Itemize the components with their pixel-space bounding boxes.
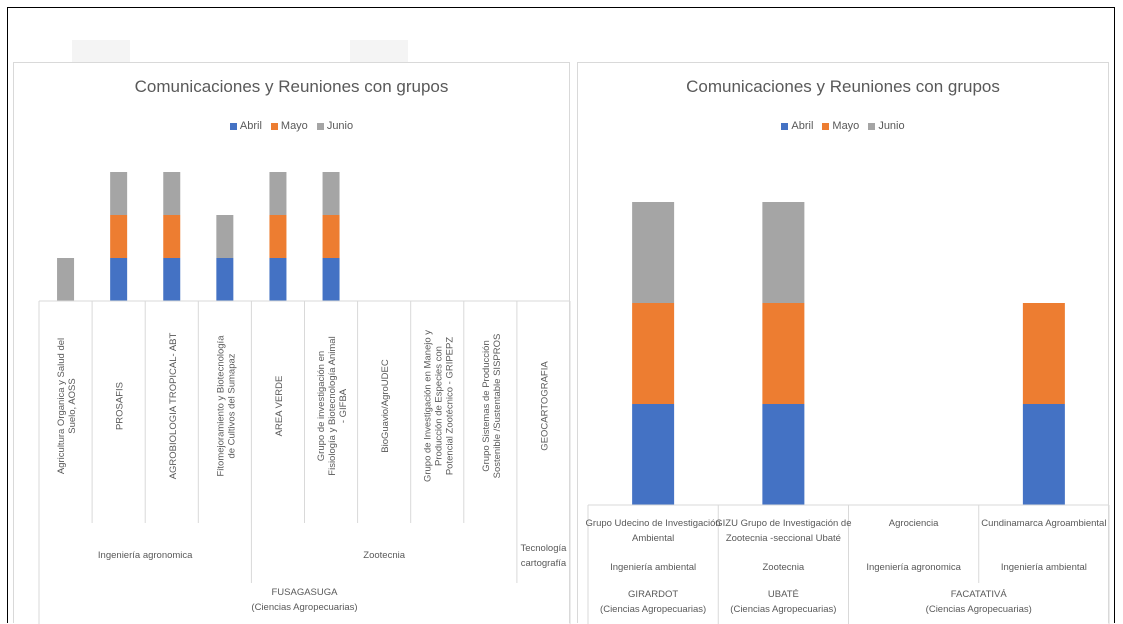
category-label: Fitomejoramiento y Biotecnologíade Culti… (215, 335, 237, 477)
site-label: UBATÉ (Ciencias Agropecuarias) (730, 589, 836, 615)
program-label: Tecnología cartografía (520, 543, 567, 569)
legend-item-abril: Abril (229, 120, 262, 132)
chart-tab-placeholder (350, 40, 408, 62)
category-label: Cundinamarca Agroambiental (981, 518, 1106, 529)
site-label: FUSAGASUGA (Ciencias Agropecuarias) (251, 587, 357, 613)
bar-abril (762, 404, 805, 505)
category-label: Grupo de Investigación en Manejo yProduc… (422, 330, 455, 482)
legend-item-mayo: Mayo (822, 120, 859, 132)
category-label: BioGuavio/AgroUDEC (380, 359, 391, 453)
bar-abril (269, 258, 287, 301)
site-label: FACATATIVÁ (Ciencias Agropecuarias) (926, 589, 1032, 615)
category-label: GIZU Grupo de Investigación de Zootecnia … (715, 518, 851, 544)
category-label: GEOCARTOGRAFIA (539, 361, 550, 451)
legend-item-junio: Junio (868, 120, 905, 132)
legend-swatch-abril (781, 122, 789, 130)
program-label: Ingeniería agronomica (98, 550, 193, 561)
chart-plot-left: Agricultura Organica y Salud delSuelo, A… (38, 172, 571, 624)
chart-panel-right[interactable]: Comunicaciones y Reuniones con grupos Ab… (577, 62, 1110, 624)
bar-mayo (1022, 303, 1065, 404)
chart-plot-right: Grupo Udecino de Investigación AmbientalG… (586, 202, 1110, 624)
legend-item-abril: Abril (781, 120, 813, 132)
bar-junio (216, 215, 234, 258)
category-label: Agrociencia (889, 518, 939, 529)
legend-label: Mayo (832, 120, 860, 132)
bar-mayo (163, 215, 181, 258)
legend-label: Junio (326, 120, 354, 132)
legend-swatch-junio (868, 122, 876, 130)
site-label: GIRARDOT (Ciencias Agropecuarias) (600, 589, 706, 615)
bar-abril (163, 258, 181, 301)
legend-item-mayo: Mayo (270, 120, 308, 132)
bar-mayo (110, 215, 128, 258)
category-label: Grupo Sistemas de ProducciónSostenible /… (481, 334, 503, 479)
bar-junio (269, 172, 287, 215)
chart-title: Comunicaciones y Reuniones con grupos (686, 77, 1000, 96)
bar-abril (110, 258, 128, 301)
bar-junio (322, 172, 340, 215)
bar-junio (163, 172, 181, 215)
category-label: Grupo de investigación enFisiología y Bi… (316, 336, 349, 475)
bar-mayo (632, 303, 675, 404)
legend-swatch-mayo (822, 122, 830, 130)
program-label: Ingeniería ambiental (1001, 562, 1087, 573)
bar-junio (762, 202, 805, 303)
legend-swatch-junio (316, 122, 324, 130)
category-label: Grupo Udecino de Investigación Ambiental (586, 518, 721, 544)
legend-swatch-mayo (270, 122, 278, 130)
chart-legend: Abril Mayo Junio (578, 120, 1108, 132)
bar-junio (110, 172, 128, 215)
legend-label: Abril (791, 120, 814, 132)
chart-legend: Abril Mayo Junio (14, 120, 569, 132)
program-label: Ingeniería agronomica (866, 562, 961, 573)
category-label: AREA VERDE (274, 376, 285, 437)
legend-label: Junio (878, 120, 905, 132)
program-label: Zootecnia (763, 562, 805, 573)
program-label: Ingeniería ambiental (610, 562, 696, 573)
legend-label: Mayo (280, 120, 308, 132)
chart-title: Comunicaciones y Reuniones con grupos (134, 77, 449, 96)
bar-junio (632, 202, 675, 303)
legend-item-junio: Junio (316, 120, 354, 132)
chart-tab-placeholder (72, 40, 130, 62)
program-label: Zootecnia (363, 550, 405, 561)
legend-label: Abril (239, 120, 262, 132)
bar-abril (216, 258, 234, 301)
bar-abril (322, 258, 340, 301)
bar-junio (57, 258, 75, 301)
category-label: AGROBIOLOGIA TROPICAL- ABT (168, 333, 179, 480)
bar-abril (632, 404, 675, 505)
bar-mayo (322, 215, 340, 258)
category-label: Agricultura Organica y Salud delSuelo, A… (56, 338, 78, 474)
legend-swatch-abril (229, 122, 237, 130)
bar-mayo (762, 303, 805, 404)
chart-panel-left[interactable]: Comunicaciones y Reuniones con grupos Ab… (13, 62, 571, 624)
bar-abril (1022, 404, 1065, 505)
bar-mayo (269, 215, 287, 258)
category-label: PROSAFIS (115, 382, 126, 430)
